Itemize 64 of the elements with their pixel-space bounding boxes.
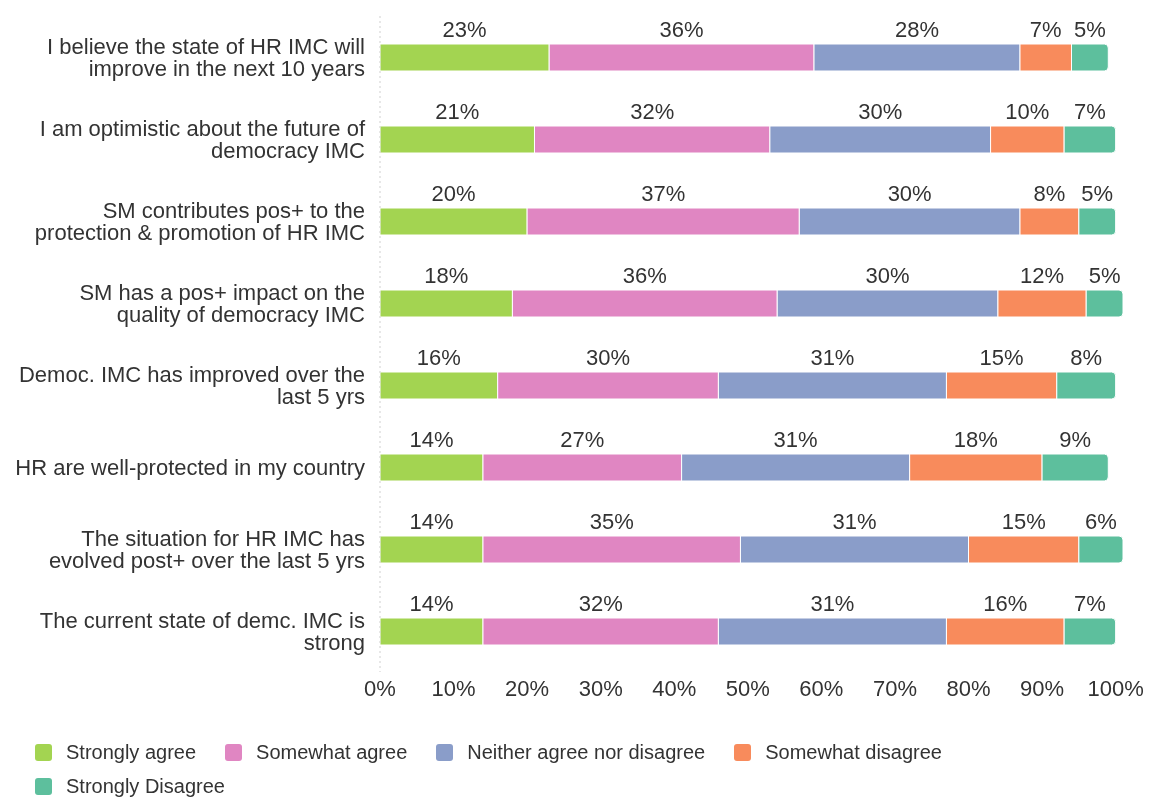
data-label: 30% bbox=[858, 99, 903, 124]
data-label: 31% bbox=[773, 427, 818, 452]
data-label: 30% bbox=[586, 345, 631, 370]
data-label: 7% bbox=[1029, 17, 1062, 42]
x-tick-label: 20% bbox=[505, 675, 550, 701]
y-tick-label: HR are well-protected in my country bbox=[15, 454, 365, 480]
data-label: 36% bbox=[659, 17, 704, 42]
data-label: 36% bbox=[622, 263, 667, 288]
data-label: 14% bbox=[409, 591, 454, 616]
data-label: 20% bbox=[431, 181, 476, 206]
data-label: 6% bbox=[1085, 509, 1117, 534]
data-label: 27% bbox=[560, 427, 605, 452]
data-label: 16% bbox=[983, 591, 1028, 616]
data-label: 31% bbox=[832, 509, 877, 534]
data-label: 30% bbox=[887, 181, 932, 206]
data-label: 15% bbox=[979, 345, 1024, 370]
y-tick-label: SM contributes pos+ to the protection & promotion of HR IMC bbox=[34, 197, 366, 245]
data-label: 30% bbox=[865, 263, 910, 288]
x-tick-label: 60% bbox=[799, 675, 844, 701]
data-label: 12% bbox=[1020, 263, 1065, 288]
y-tick-label: The current state of demc. IMC is strong bbox=[39, 607, 365, 655]
data-label: 37% bbox=[641, 181, 686, 206]
data-label: 7% bbox=[1074, 591, 1106, 616]
legend-label: Somewhat disagree bbox=[765, 741, 942, 763]
data-label: 5% bbox=[1081, 181, 1114, 206]
data-label: 18% bbox=[953, 427, 998, 452]
data-label: 9% bbox=[1059, 427, 1092, 452]
data-label: 32% bbox=[578, 591, 623, 616]
x-tick-label: 80% bbox=[946, 675, 991, 701]
data-label: 28% bbox=[895, 17, 940, 42]
data-label: 14% bbox=[409, 509, 454, 534]
y-tick-label: Democ. IMC has improved over the last 5 yrs bbox=[18, 361, 365, 409]
data-label: 5% bbox=[1074, 17, 1106, 42]
data-label: 10% bbox=[1005, 99, 1050, 124]
legend-label: Neither agree nor disagree bbox=[467, 741, 706, 763]
data-label: 14% bbox=[409, 427, 454, 452]
x-tick-label: 40% bbox=[652, 675, 697, 701]
data-label: 23% bbox=[442, 17, 487, 42]
data-label: 18% bbox=[424, 263, 469, 288]
data-label: 35% bbox=[589, 509, 634, 534]
y-tick-label: SM has a pos+ impact on the quality of democracy IMC bbox=[79, 279, 366, 327]
data-label: 21% bbox=[435, 99, 480, 124]
data-label: 8% bbox=[1070, 345, 1103, 370]
data-label: 31% bbox=[810, 591, 855, 616]
data-label: 5% bbox=[1088, 263, 1121, 288]
data-label: 32% bbox=[630, 99, 675, 124]
x-tick-label: 70% bbox=[872, 675, 917, 701]
legend-label: Strongly agree bbox=[66, 741, 197, 763]
x-tick-label: 10% bbox=[431, 675, 476, 701]
x-tick-label: 100% bbox=[1087, 675, 1144, 701]
x-tick-label: 30% bbox=[578, 675, 623, 701]
x-tick-label: 90% bbox=[1020, 675, 1065, 701]
data-label: 15% bbox=[1001, 509, 1046, 534]
data-label: 7% bbox=[1074, 99, 1106, 124]
y-tick-label: The situation for HR IMC has evolved post+ over the last 5 yrs bbox=[48, 525, 365, 573]
x-tick-label: 50% bbox=[725, 675, 770, 701]
legend-label: Strongly Disagree bbox=[66, 775, 225, 797]
data-label: 16% bbox=[416, 345, 461, 370]
legend-label: Somewhat agree bbox=[256, 741, 408, 763]
y-tick-label: I am optimistic about the future of democracy IMC bbox=[39, 115, 366, 163]
data-label: 31% bbox=[810, 345, 855, 370]
data-label: 8% bbox=[1033, 181, 1066, 206]
x-tick-label: 0% bbox=[364, 675, 396, 701]
y-tick-label: I believe the state of HR IMC will improve in the next 10 years bbox=[47, 33, 365, 81]
